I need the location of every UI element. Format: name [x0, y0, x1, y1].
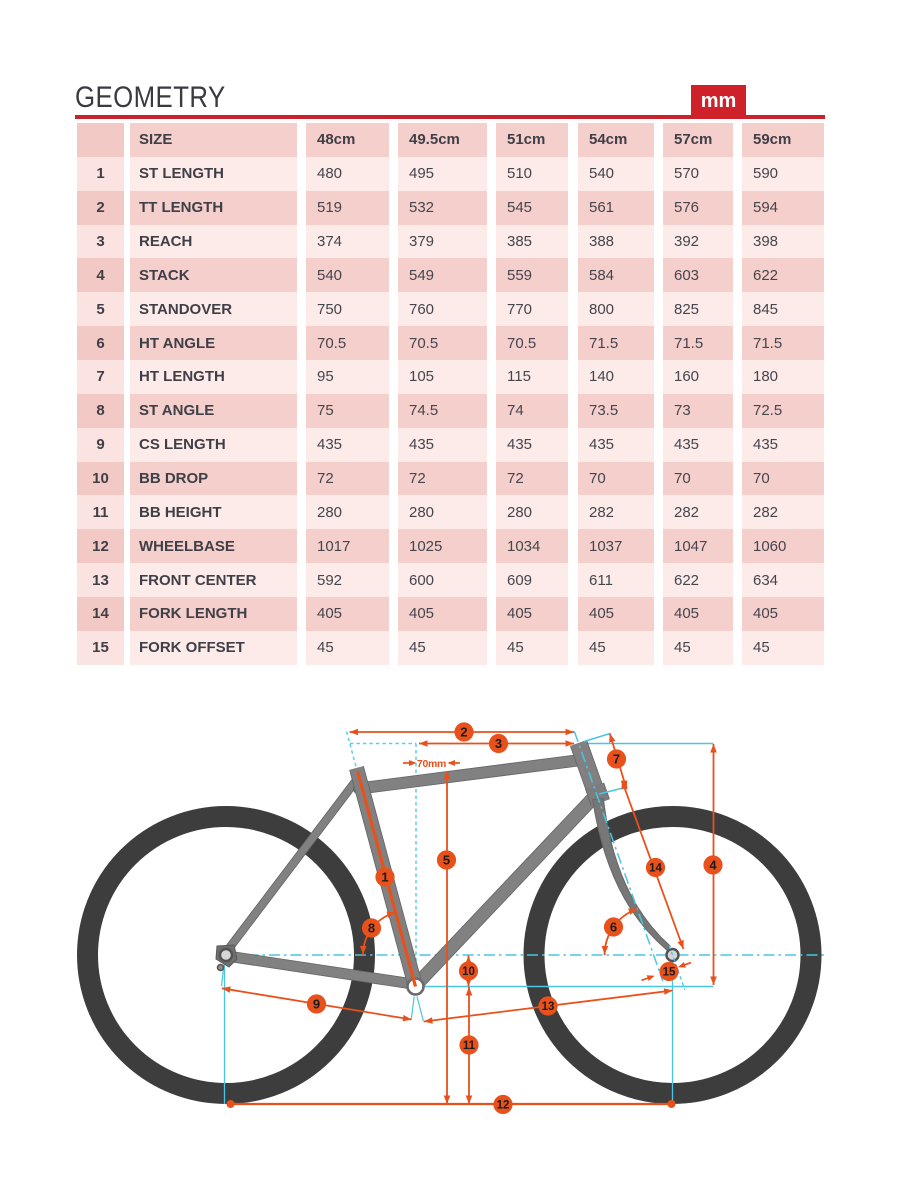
svg-text:9: 9 — [313, 997, 320, 1012]
svg-text:10: 10 — [462, 966, 475, 978]
svg-text:3: 3 — [495, 736, 502, 751]
svg-text:11: 11 — [463, 1040, 476, 1052]
svg-text:12: 12 — [497, 1100, 510, 1112]
svg-text:14: 14 — [649, 863, 662, 875]
svg-text:1: 1 — [381, 870, 388, 885]
svg-text:15: 15 — [663, 967, 676, 979]
svg-text:8: 8 — [368, 921, 375, 936]
svg-text:13: 13 — [542, 1001, 555, 1013]
svg-text:2: 2 — [460, 725, 467, 740]
svg-text:70mm: 70mm — [417, 758, 446, 770]
svg-text:4: 4 — [709, 858, 717, 873]
svg-text:6: 6 — [610, 920, 617, 935]
svg-text:5: 5 — [443, 853, 450, 868]
svg-text:7: 7 — [613, 752, 620, 767]
